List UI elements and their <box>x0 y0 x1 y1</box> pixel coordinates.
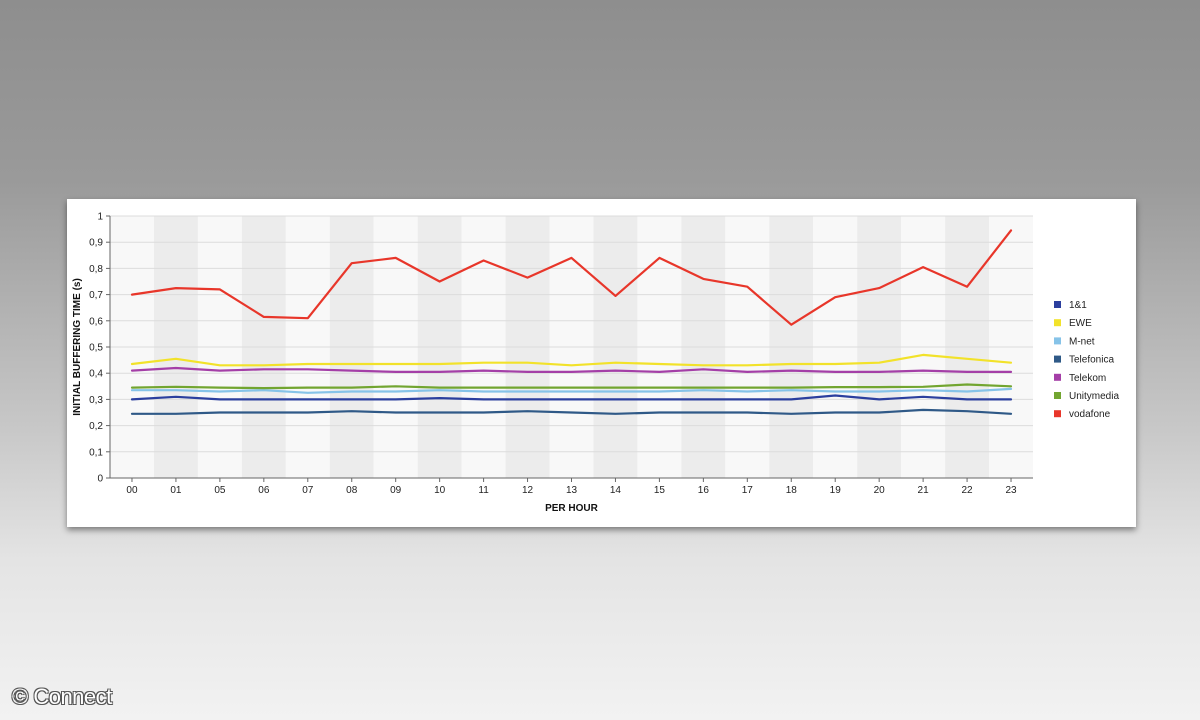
series-line-1-1 <box>130 394 1013 401</box>
series-line-vodafone <box>130 229 1013 326</box>
series-line-unitymedia <box>130 383 1013 390</box>
x-tick-label: 06 <box>258 485 270 496</box>
y-tick-label: 0,2 <box>89 421 103 432</box>
legend-label: vodafone <box>1069 409 1111 420</box>
x-tick-label: 12 <box>522 485 534 496</box>
x-tick-label: 17 <box>742 485 754 496</box>
y-tick-label: 0,5 <box>89 343 103 354</box>
x-tick-label: 13 <box>566 485 578 496</box>
y-tick-label: 0,9 <box>89 238 103 249</box>
legend-swatch <box>1054 373 1061 381</box>
legend-swatch <box>1054 337 1061 345</box>
legend-label: Unitymedia <box>1069 391 1119 402</box>
legend-swatch <box>1054 319 1061 327</box>
legend-label: Telefonica <box>1069 355 1114 366</box>
legend-swatch <box>1054 301 1061 308</box>
x-tick-label: 09 <box>390 485 402 496</box>
x-tick-label: 07 <box>302 485 314 496</box>
x-tick-label: 22 <box>962 485 974 496</box>
legend-swatch <box>1054 410 1061 418</box>
y-tick-label: 0,7 <box>89 290 103 301</box>
legend-label: 1&1 <box>1069 300 1087 311</box>
legend-label: EWE <box>1069 318 1092 329</box>
x-tick-label: 15 <box>654 485 666 496</box>
x-tick-label: 00 <box>126 485 138 496</box>
x-axis-title: PER HOUR <box>545 503 599 514</box>
x-tick-label: 11 <box>478 485 489 496</box>
x-tick-label: 21 <box>918 485 930 496</box>
series-line-telekom <box>130 366 1013 373</box>
legend-label: Telekom <box>1069 373 1106 384</box>
x-tick-label: 18 <box>786 485 798 496</box>
x-tick-label: 23 <box>1005 485 1017 496</box>
x-tick-label: 08 <box>346 485 358 496</box>
y-tick-label: 0,6 <box>89 316 103 327</box>
legend-label: M-net <box>1069 336 1095 347</box>
y-tick-label: 0,1 <box>89 447 103 458</box>
series-line-m-net <box>130 387 1013 394</box>
y-tick-label: 1 <box>97 212 103 223</box>
x-tick-label: 19 <box>830 485 842 496</box>
y-axis-title: INITIAL BUFFERING TIME (s) <box>72 278 83 416</box>
x-tick-label: 16 <box>698 485 710 496</box>
x-tick-label: 01 <box>170 485 182 496</box>
y-tick-label: 0,4 <box>89 369 103 380</box>
x-tick-label: 14 <box>610 485 622 496</box>
y-tick-label: 0,8 <box>89 264 103 275</box>
x-tick-label: 20 <box>874 485 886 496</box>
legend-swatch <box>1054 392 1061 399</box>
x-tick-label: 05 <box>214 485 226 496</box>
series-line-telefonica <box>130 408 1013 415</box>
chart-card: 0 0,1 0,2 0,3 0,4 0,5 0,6 0,7 0,8 0,9 1 00 01 05 06 07 0… <box>67 199 1136 527</box>
watermark: © Connect <box>12 684 112 709</box>
y-tick-label: 0 <box>97 474 103 485</box>
series-line-ewe <box>130 353 1013 367</box>
x-tick-label: 10 <box>434 485 446 496</box>
y-tick-label: 0,3 <box>89 395 103 406</box>
legend-swatch <box>1054 355 1061 363</box>
